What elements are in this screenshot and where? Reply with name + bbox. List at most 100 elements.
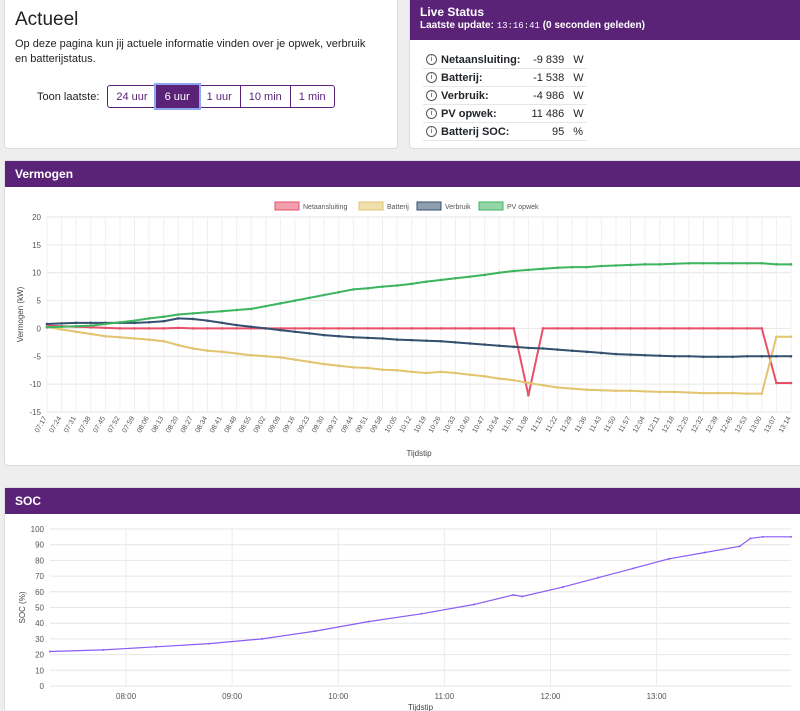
data-point bbox=[220, 350, 224, 354]
vermogen-header: Vermogen bbox=[5, 161, 800, 187]
x-tick-label: 10:40 bbox=[457, 415, 472, 434]
range-button-10-min[interactable]: 10 min bbox=[239, 85, 291, 108]
data-point bbox=[585, 350, 589, 354]
x-tick-label: 09:44 bbox=[340, 415, 355, 434]
data-point bbox=[454, 276, 457, 280]
data-point bbox=[731, 261, 734, 265]
x-tick-label: 07:17 bbox=[34, 415, 49, 434]
x-tick-label: 11:08 bbox=[516, 415, 531, 433]
data-point bbox=[541, 267, 545, 271]
data-point bbox=[775, 263, 778, 266]
x-axis-label: Tijdstip bbox=[408, 703, 434, 711]
x-tick-label: 11:43 bbox=[589, 415, 604, 433]
y-tick-label: 0 bbox=[37, 324, 42, 333]
x-tick-label: 08:06 bbox=[136, 415, 151, 434]
data-point bbox=[261, 637, 264, 640]
data-point bbox=[761, 535, 764, 538]
data-point bbox=[102, 648, 105, 651]
live-status-header: Live Status Laatste update: 13:16:41 (0 … bbox=[410, 0, 800, 40]
last-update-time: 13:16:41 bbox=[496, 21, 540, 31]
data-point bbox=[600, 327, 603, 330]
info-icon[interactable]: i bbox=[426, 90, 437, 102]
data-point bbox=[49, 650, 51, 653]
y-tick-label: 80 bbox=[35, 556, 44, 565]
data-point bbox=[439, 370, 443, 374]
data-point bbox=[614, 389, 618, 393]
info-icon[interactable]: i bbox=[426, 108, 437, 120]
x-tick-label: 11:22 bbox=[545, 415, 560, 433]
data-point bbox=[191, 327, 195, 330]
data-point bbox=[483, 273, 486, 277]
x-tick-label: 12:04 bbox=[632, 415, 647, 434]
data-point bbox=[789, 263, 793, 266]
data-point bbox=[687, 327, 691, 330]
data-point bbox=[667, 557, 670, 560]
range-button-6-uur[interactable]: 6 uur bbox=[155, 85, 199, 108]
data-point bbox=[760, 354, 764, 358]
live-row: i Netaansluiting: -9 839 W bbox=[423, 51, 587, 69]
x-tick-label: 07:45 bbox=[92, 415, 107, 434]
data-point bbox=[687, 391, 691, 394]
actueel-card: Actueel Op deze pagina kun jij actuele i… bbox=[4, 0, 398, 149]
data-point bbox=[352, 336, 355, 339]
range-button-24-uur[interactable]: 24 uur bbox=[107, 85, 157, 108]
data-point bbox=[395, 327, 399, 330]
data-point bbox=[731, 355, 734, 359]
data-point bbox=[381, 327, 384, 330]
data-point bbox=[643, 327, 647, 330]
data-point bbox=[439, 327, 443, 330]
x-tick-label: 11:50 bbox=[603, 415, 618, 433]
data-point bbox=[352, 288, 355, 291]
live-row: i Verbruik: -4 986 W bbox=[423, 86, 587, 105]
data-point bbox=[468, 342, 472, 345]
page-title: Actueel bbox=[15, 9, 79, 30]
data-point bbox=[483, 327, 486, 330]
data-point bbox=[629, 263, 632, 267]
data-point bbox=[512, 345, 516, 349]
live-row-label-text: Batterij SOC: bbox=[441, 125, 510, 138]
data-point bbox=[745, 354, 749, 358]
y-tick-label: 5 bbox=[37, 297, 42, 306]
y-tick-label: 70 bbox=[35, 572, 44, 581]
data-point bbox=[220, 327, 224, 330]
y-tick-label: 15 bbox=[32, 241, 41, 250]
data-point bbox=[585, 388, 589, 392]
info-icon[interactable]: i bbox=[426, 72, 437, 84]
data-point bbox=[570, 265, 574, 269]
data-point bbox=[74, 324, 78, 328]
data-point bbox=[556, 327, 559, 330]
data-point bbox=[658, 354, 662, 358]
info-icon[interactable]: i bbox=[426, 126, 437, 138]
data-point bbox=[790, 535, 792, 538]
data-point bbox=[468, 327, 472, 330]
data-point bbox=[585, 265, 589, 269]
data-point bbox=[789, 335, 793, 339]
data-point bbox=[191, 312, 195, 315]
range-button-1-uur[interactable]: 1 uur bbox=[197, 85, 241, 108]
info-icon[interactable]: i bbox=[426, 54, 437, 66]
data-point bbox=[527, 393, 530, 397]
range-selector: Toon laatste: 24 uur 6 uur 1 uur 10 min … bbox=[37, 85, 335, 108]
data-point bbox=[249, 307, 253, 311]
data-point bbox=[410, 327, 414, 330]
y-tick-label: 20 bbox=[35, 651, 44, 660]
legend-item: Verbruik bbox=[416, 201, 471, 211]
series-line bbox=[46, 317, 791, 358]
data-point bbox=[133, 321, 136, 325]
y-tick-label: 20 bbox=[32, 213, 41, 222]
live-row-label-text: Netaansluiting: bbox=[441, 53, 521, 66]
data-point bbox=[279, 302, 282, 305]
live-row-unit: W bbox=[570, 68, 587, 87]
data-point bbox=[155, 645, 158, 648]
legend-label: Batterij bbox=[387, 204, 409, 211]
y-axis-label: Vermogen (kW) bbox=[16, 286, 25, 342]
live-row-label-text: Verbruik: bbox=[441, 89, 489, 102]
x-tick-label: 12:46 bbox=[720, 415, 735, 434]
data-point bbox=[512, 327, 516, 330]
data-point bbox=[497, 271, 501, 275]
x-axis-label: Tijdstip bbox=[406, 449, 432, 458]
y-tick-label: 10 bbox=[32, 269, 41, 278]
range-button-1-min[interactable]: 1 min bbox=[289, 85, 335, 108]
data-point bbox=[597, 576, 600, 579]
